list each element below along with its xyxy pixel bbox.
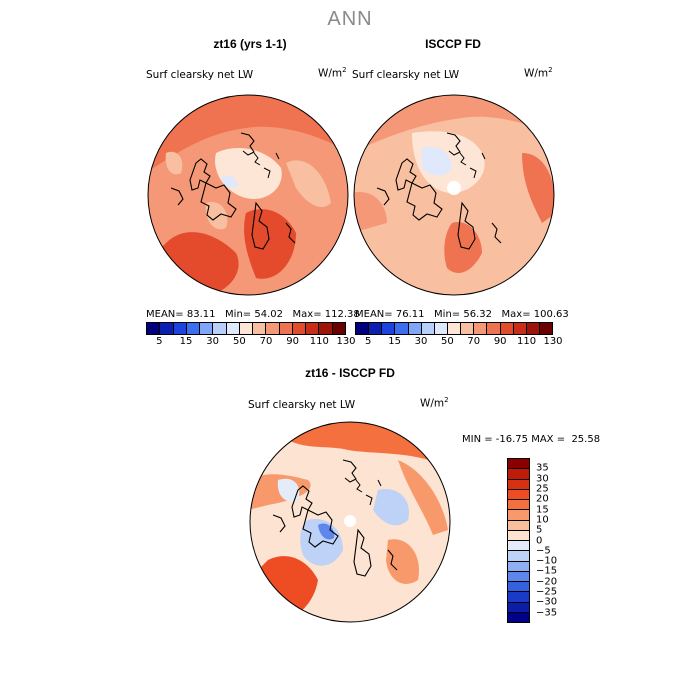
colorbar-swatch xyxy=(508,459,529,470)
colorbar-tick-label: −25 xyxy=(536,586,558,598)
colorbar-tick-label: 15 xyxy=(536,504,549,516)
panel-1-units: W/m2 xyxy=(318,66,347,80)
panel-1-stats: MEAN= 83.11 Min= 54.02 Max= 112.38 xyxy=(146,309,360,320)
panel-1-variable: Surf clearsky net LW xyxy=(146,69,254,81)
panel-3-stats: MIN = -16.75 MAX = 25.58 xyxy=(462,434,601,445)
colorbar-tick-label: 5 xyxy=(156,336,163,347)
panel-2-title: ISCCP FD xyxy=(425,37,481,51)
colorbar-swatch xyxy=(306,323,320,334)
colorbar-tick-label: 50 xyxy=(232,336,246,347)
panel-3-title: zt16 - ISCCP FD xyxy=(305,366,395,380)
colorbar-tick-label: −10 xyxy=(536,555,558,567)
panel-2-units: W/m2 xyxy=(524,66,553,80)
colorbar-panel-1-labels: 5 15 30 50 70 90 110 130 xyxy=(146,336,355,350)
colorbar-tick-label: 70 xyxy=(259,336,273,347)
colorbar-swatch xyxy=(369,323,383,334)
colorbar-tick-label: 130 xyxy=(336,336,356,347)
colorbar-swatch xyxy=(508,602,529,613)
colorbar-swatch xyxy=(292,323,307,334)
colorbar-tick-label: 15 xyxy=(179,336,193,347)
colorbar-swatch xyxy=(508,479,529,490)
panel-3-units: W/m2 xyxy=(420,396,449,410)
figure-title: ANN xyxy=(327,8,373,30)
colorbar-swatch xyxy=(539,323,553,334)
colorbar-tick-label: 70 xyxy=(467,336,481,347)
colorbar-swatch xyxy=(508,489,529,500)
colorbar-swatch xyxy=(186,323,201,334)
colorbar-tick-label: 130 xyxy=(543,336,563,347)
colorbar-tick-label: −5 xyxy=(536,545,551,557)
colorbar-swatch xyxy=(226,323,240,334)
colorbar-swatch xyxy=(421,323,435,334)
colorbar-swatch xyxy=(508,530,529,541)
colorbar-swatch xyxy=(508,561,529,572)
colorbar-panel-2-labels: 5 15 30 50 70 90 110 130 xyxy=(355,336,563,350)
colorbar-swatch xyxy=(239,323,254,334)
colorbar-tick-label: 30 xyxy=(206,336,220,347)
colorbar-swatch xyxy=(508,541,529,552)
colorbar-tick-label: 5 xyxy=(365,336,372,347)
panel-1-title: zt16 (yrs 1-1) xyxy=(213,37,287,51)
colorbar-tick-label: −15 xyxy=(536,565,558,577)
colorbar-swatch xyxy=(508,469,529,480)
panel-3-variable: Surf clearsky net LW xyxy=(248,399,356,411)
colorbar-tick-label: −35 xyxy=(536,607,558,619)
colorbar-swatch xyxy=(382,323,396,334)
colorbar-swatch xyxy=(508,582,529,593)
colorbar-panel-2 xyxy=(355,322,553,335)
colorbar-swatch xyxy=(279,323,293,334)
colorbar-tick-label: 110 xyxy=(309,336,329,347)
colorbar-swatch xyxy=(253,323,267,334)
colorbar-swatch xyxy=(526,323,540,334)
colorbar-swatch xyxy=(213,323,227,334)
panel-1-map xyxy=(147,94,349,296)
colorbar-swatch xyxy=(266,323,280,334)
colorbar-swatch xyxy=(508,571,529,582)
colorbar-swatch xyxy=(147,323,161,334)
colorbar-swatch xyxy=(395,323,409,334)
colorbar-tick-label: 30 xyxy=(536,473,549,485)
colorbar-tick-label: 50 xyxy=(441,336,454,347)
colorbar-swatch xyxy=(508,520,529,531)
colorbar-tick-label: 15 xyxy=(388,336,401,347)
colorbar-swatch xyxy=(356,323,370,334)
colorbar-tick-label: −20 xyxy=(536,576,558,588)
colorbar-tick-label: 35 xyxy=(536,462,549,474)
panel-2-map xyxy=(353,94,555,296)
colorbar-tick-label: −30 xyxy=(536,596,558,608)
colorbar-swatch xyxy=(508,500,529,511)
colorbar-swatch xyxy=(461,323,475,334)
colorbar-swatch xyxy=(474,323,488,334)
colorbar-tick-label: 5 xyxy=(536,524,543,536)
colorbar-swatch xyxy=(332,323,345,334)
colorbar-swatch xyxy=(160,323,174,334)
colorbar-swatch xyxy=(500,323,514,334)
colorbar-tick-label: 30 xyxy=(414,336,428,347)
colorbar-tick-label: 0 xyxy=(536,535,543,546)
colorbar-swatch xyxy=(447,323,462,334)
colorbar-diff xyxy=(507,458,530,623)
colorbar-swatch xyxy=(508,510,529,521)
colorbar-panel-1 xyxy=(146,322,346,335)
colorbar-swatch xyxy=(319,323,333,334)
colorbar-tick-label: 90 xyxy=(286,336,300,347)
colorbar-swatch xyxy=(508,612,529,622)
colorbar-tick-label: 25 xyxy=(536,483,549,495)
panel-2-variable: Surf clearsky net LW xyxy=(352,69,460,81)
colorbar-tick-label: 90 xyxy=(493,336,507,347)
panel-3-map xyxy=(249,421,451,623)
colorbar-swatch xyxy=(200,323,214,334)
colorbar-tick-label: 10 xyxy=(536,514,549,526)
colorbar-swatch xyxy=(513,323,527,334)
colorbar-swatch xyxy=(508,551,529,562)
colorbar-tick-label: 20 xyxy=(536,493,549,505)
colorbar-swatch xyxy=(508,592,529,603)
colorbar-diff-labels: 35 30 25 20 15 10 5 0 −5 −10 −15 −20 −25 −30 −35 xyxy=(536,458,576,621)
colorbar-swatch xyxy=(487,323,501,334)
colorbar-tick-label: 110 xyxy=(517,336,537,347)
panel-2-stats: MEAN= 76.11 Min= 56.32 Max= 100.63 xyxy=(355,309,569,320)
colorbar-swatch xyxy=(408,323,422,334)
colorbar-swatch xyxy=(173,323,187,334)
colorbar-swatch xyxy=(434,323,448,334)
